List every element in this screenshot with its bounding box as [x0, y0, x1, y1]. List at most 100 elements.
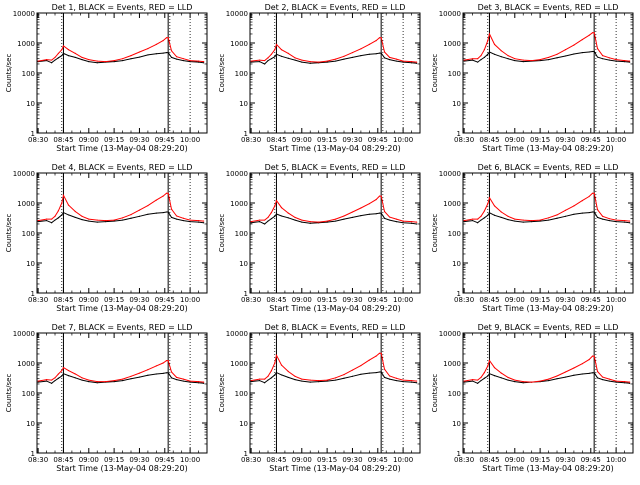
- events-point: [368, 372, 370, 374]
- panel-title: Det 3, BLACK = Events, RED = LLD: [478, 3, 619, 12]
- y-axis-label: Counts/sec: [431, 214, 439, 253]
- lld-point: [203, 381, 205, 383]
- events-point: [54, 219, 56, 221]
- y-tick-label: 1000: [443, 360, 461, 368]
- lld-point: [493, 205, 496, 207]
- lld-point: [389, 375, 391, 377]
- events-point: [334, 379, 337, 381]
- events-point: [155, 373, 157, 375]
- y-axis-label: Counts/sec: [5, 374, 13, 413]
- events-point: [507, 58, 509, 60]
- lld-point: [301, 378, 303, 380]
- lld-point: [500, 211, 502, 213]
- lld-point: [182, 217, 184, 219]
- events-point: [301, 380, 303, 382]
- lld-point: [74, 373, 76, 375]
- events-point: [258, 220, 261, 223]
- events-point: [294, 378, 296, 381]
- lld-point: [57, 373, 59, 375]
- events-point: [487, 375, 489, 377]
- events-point: [493, 53, 496, 55]
- y-tick-label: 1000: [17, 360, 35, 368]
- lld-point: [602, 376, 604, 378]
- lld-point: [280, 207, 283, 209]
- lld-point: [165, 360, 168, 362]
- lld-point: [61, 202, 63, 204]
- lld-point: [477, 58, 479, 60]
- x-tick-label: 10:00: [393, 456, 413, 464]
- lld-point: [493, 367, 496, 369]
- y-axis-label: Counts/sec: [5, 54, 13, 93]
- events-point: [275, 371, 278, 374]
- lld-point: [280, 364, 283, 366]
- lld-point: [483, 210, 485, 212]
- plot-frame: [249, 332, 421, 454]
- x-tick-label: 09:45: [155, 296, 175, 304]
- lld-point: [539, 58, 541, 61]
- lld-point: [588, 195, 590, 198]
- panel-title: Det 6, BLACK = Events, RED = LLD: [478, 163, 619, 172]
- lld-point: [176, 215, 178, 217]
- events-point: [556, 217, 558, 219]
- lld-point: [176, 376, 178, 379]
- lld-point: [531, 381, 533, 383]
- x-tick-label: 09:15: [530, 456, 550, 464]
- events-point: [389, 58, 391, 61]
- events-point: [147, 213, 149, 215]
- events-point: [564, 376, 567, 378]
- lld-point: [57, 52, 59, 55]
- y-axis-label: Counts/sec: [218, 374, 226, 413]
- events-point: [615, 381, 617, 383]
- lld-point: [189, 219, 191, 221]
- lld-point: [380, 352, 382, 354]
- x-tick-label: 08:45: [53, 296, 73, 304]
- lld-point: [37, 60, 39, 62]
- events-point: [309, 62, 311, 64]
- lld-point: [596, 209, 599, 211]
- events-point: [389, 378, 391, 380]
- plot-frame: [249, 12, 421, 134]
- events-point: [416, 223, 418, 225]
- lld-point: [138, 372, 141, 374]
- lld-point: [402, 220, 404, 222]
- lld-point: [375, 198, 377, 201]
- events-point: [522, 221, 524, 223]
- events-point: [113, 220, 115, 222]
- events-point: [380, 212, 382, 214]
- events-point: [556, 57, 558, 59]
- events-point: [130, 378, 132, 380]
- lld-point: [165, 37, 168, 39]
- lld-point: [593, 32, 595, 34]
- lld-point: [602, 55, 604, 57]
- lld-point: [463, 380, 465, 382]
- x-tick-label: 09:00: [292, 296, 312, 304]
- events-point: [368, 213, 370, 215]
- x-tick-label: 08:45: [479, 456, 499, 464]
- lld-point: [54, 56, 56, 59]
- lld-point: [37, 219, 39, 222]
- y-tick-label: 10: [239, 100, 248, 108]
- events-point: [522, 60, 524, 63]
- events-point: [167, 51, 169, 54]
- events-point: [270, 218, 272, 220]
- events-point: [197, 382, 200, 384]
- events-point: [203, 222, 205, 224]
- events-point: [608, 219, 610, 222]
- y-tick-label: 100: [22, 390, 35, 398]
- lld-point: [360, 48, 362, 50]
- lld-point: [309, 379, 311, 381]
- events-point: [162, 372, 164, 375]
- lld-point: [96, 219, 98, 221]
- events-point: [170, 377, 173, 379]
- lld-point: [309, 220, 311, 223]
- events-point: [61, 55, 63, 57]
- lld-point: [162, 362, 164, 364]
- events-point: [264, 63, 266, 65]
- events-point: [500, 56, 502, 58]
- lld-point: [37, 380, 39, 382]
- events-point: [96, 221, 98, 223]
- lld-point: [368, 359, 370, 361]
- x-tick-label: 09:15: [104, 456, 124, 464]
- lld-point: [471, 378, 474, 381]
- x-tick-label: 09:00: [505, 296, 525, 304]
